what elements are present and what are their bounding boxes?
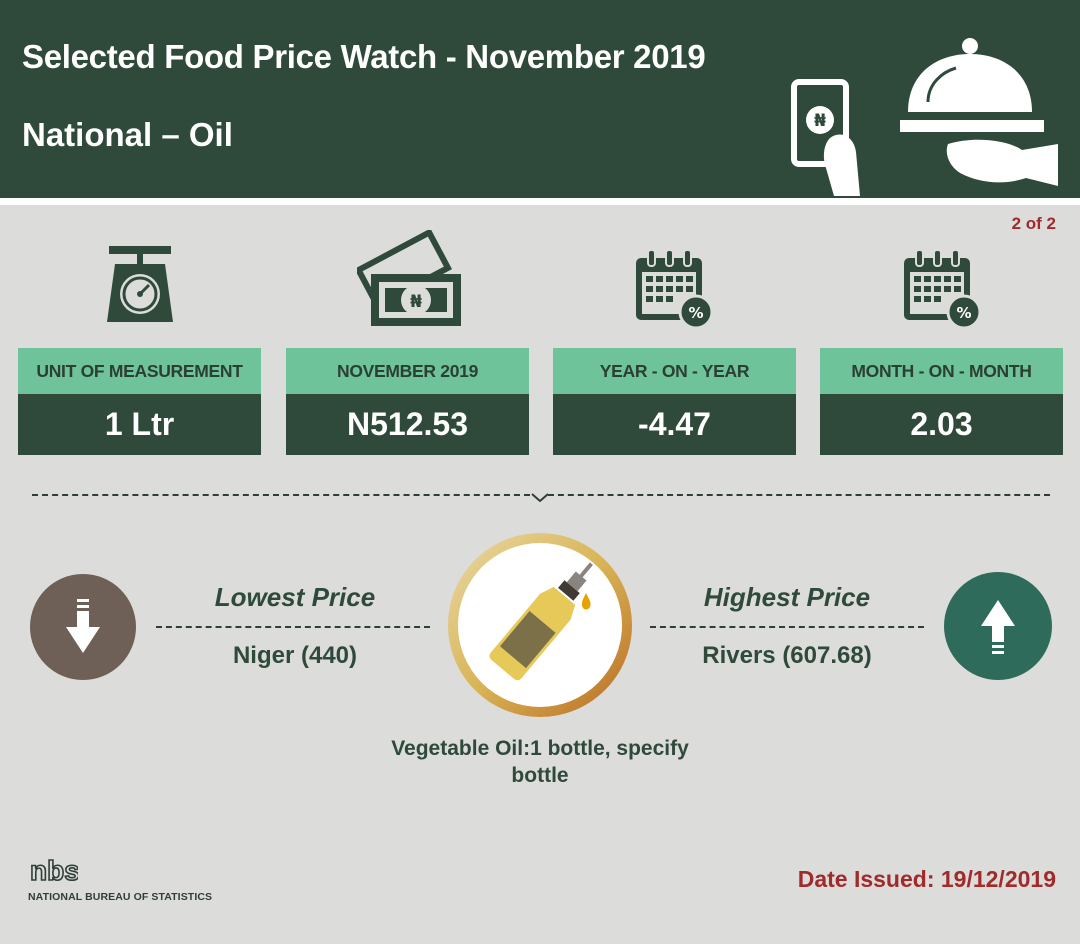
product-caption: Vegetable Oil:1 bottle, specify bottle [391,737,689,788]
phone-payment-icon: ₦ [791,79,860,196]
oil-bottle-icon [448,533,632,717]
card-label: YEAR - ON - YEAR [553,348,796,394]
lowest-price-rule [156,626,430,628]
card-label: NOVEMBER 2019 [286,348,529,394]
header-banner [0,0,1080,198]
calendar-percent-icon: % [636,249,714,330]
lowest-price-value: Niger (440) [232,642,358,669]
page-title: Selected Food Price Watch - November 201… [22,38,706,75]
highest-price-circle [944,572,1052,680]
svg-text:%: % [956,304,971,322]
svg-text:₦: ₦ [814,111,826,131]
svg-text:%: % [688,304,703,322]
card-year-on-year: YEAR - ON - YEAR -4.47 [553,348,796,455]
arrow-up-icon [981,600,1015,654]
card-label: MONTH - ON - MONTH [820,348,1063,394]
chevron-down-icon [531,493,549,502]
arrow-down-icon [66,599,100,653]
page-indicator: 2 of 2 [1011,214,1056,233]
lowest-price-circle [30,574,136,680]
card-month-on-month: MONTH - ON - MONTH 2.03 [820,348,1063,455]
highest-price-rule [650,626,924,628]
svg-text:nbs: nbs [30,855,78,886]
page-subtitle: National – Oil [22,116,233,153]
lowest-price-heading: Lowest Price [214,582,376,612]
highest-price-value: Rivers (607.68) [702,642,872,669]
card-value: 1 Ltr [18,394,261,455]
card-november-2019: NOVEMBER 2019 N512.53 [286,348,529,455]
nbs-logo: nbs [29,854,78,887]
highest-price-heading: Highest Price [703,582,871,612]
logo-text: NATIONAL BUREAU OF STATISTICS [28,891,213,903]
section-divider-right [548,494,1050,496]
header-divider [0,198,1080,205]
card-label: UNIT OF MEASUREMENT [18,348,261,394]
card-unit-of-measurement: UNIT OF MEASUREMENT 1 Ltr [18,348,261,455]
section-divider-left [32,494,530,496]
svg-text:₦: ₦ [410,292,422,312]
money-icon: ₦ [357,230,461,326]
date-issued: Date Issued: 19/12/2019 [797,866,1056,892]
card-value: -4.47 [553,394,796,455]
scale-icon [107,246,173,322]
serving-cloche-icon [900,38,1058,186]
calendar-percent-icon: % [904,249,982,330]
card-value: 2.03 [820,394,1063,455]
card-value: N512.53 [286,394,529,455]
